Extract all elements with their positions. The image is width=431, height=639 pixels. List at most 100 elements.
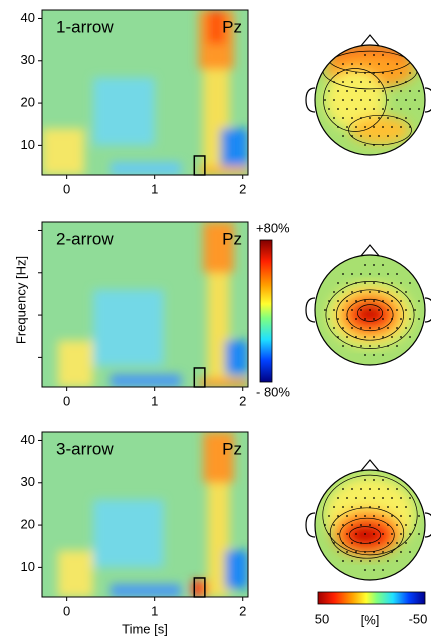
electrode [405, 327, 407, 329]
electrode [391, 533, 393, 535]
topomap [305, 459, 431, 581]
electrode [373, 479, 375, 481]
electrode [364, 318, 366, 320]
electrode [342, 542, 344, 544]
topomap-region [358, 305, 382, 321]
electrode [373, 336, 375, 338]
electrode [373, 551, 375, 553]
electrode [391, 336, 393, 338]
heatmap-region [57, 340, 94, 387]
topomap-fill [315, 255, 425, 365]
electrode [400, 90, 402, 92]
electrode [369, 135, 371, 137]
electrode [346, 533, 348, 535]
x-tick-label: 2 [239, 181, 246, 196]
electrode [333, 309, 335, 311]
electrode [373, 126, 375, 128]
electrode [382, 318, 384, 320]
topomap-fill [315, 470, 425, 580]
electrode [351, 63, 353, 65]
electrode [391, 108, 393, 110]
electrode [328, 533, 330, 535]
electrode [364, 144, 366, 146]
electrode [387, 488, 389, 490]
electrode [342, 273, 344, 275]
electrode [409, 282, 411, 284]
electrode [360, 506, 362, 508]
electrode [337, 515, 339, 517]
nose [359, 244, 381, 258]
panel-label: 2-arrow [56, 229, 114, 248]
electrode [391, 282, 393, 284]
topomap-blobs [328, 283, 412, 347]
electrode [400, 515, 402, 517]
electrode [396, 542, 398, 544]
electrode [382, 264, 384, 266]
panel-label: 3-arrow [56, 439, 114, 458]
electrode [360, 327, 362, 329]
electrode [391, 300, 393, 302]
electrode [382, 354, 384, 356]
electrode [360, 560, 362, 562]
electrode [355, 282, 357, 284]
y-tick-label: 30 [21, 52, 35, 67]
x-tick-label: 2 [239, 603, 246, 618]
electrode [400, 126, 402, 128]
heatmap-blobs [42, 10, 248, 175]
electrode [333, 99, 335, 101]
electrode [360, 345, 362, 347]
electrode [382, 497, 384, 499]
electrode [360, 63, 362, 65]
electrode [396, 81, 398, 83]
electrode [387, 309, 389, 311]
electrode [373, 108, 375, 110]
electrode [355, 126, 357, 128]
electrode [418, 533, 420, 535]
heatmap-region [93, 499, 164, 568]
electrode [346, 318, 348, 320]
topomap-region [350, 527, 380, 543]
electrode [351, 560, 353, 562]
electrode [418, 90, 420, 92]
electrode [382, 108, 384, 110]
electrode [333, 117, 335, 119]
topomap [305, 34, 431, 156]
electrode [400, 318, 402, 320]
electrode [369, 117, 371, 119]
ear [424, 87, 431, 113]
electrode [382, 126, 384, 128]
electrode [346, 300, 348, 302]
electrode [342, 506, 344, 508]
electrode [355, 90, 357, 92]
electrode [396, 63, 398, 65]
electrode [369, 488, 371, 490]
electrode [378, 135, 380, 137]
electrode [337, 108, 339, 110]
electrode [405, 291, 407, 293]
electrode [387, 117, 389, 119]
y-axis-label: Frequency [Hz] [13, 256, 28, 344]
y-tick-label: 10 [21, 559, 35, 574]
electrode [360, 117, 362, 119]
electrode [355, 497, 357, 499]
electrode [396, 506, 398, 508]
electrode [396, 135, 398, 137]
electrode [405, 81, 407, 83]
y-tick-label: 20 [21, 95, 35, 110]
electrode [387, 135, 389, 137]
electrode [382, 551, 384, 553]
electrode [373, 569, 375, 571]
head-outline [314, 469, 426, 581]
electrode [373, 354, 375, 356]
ear [424, 512, 431, 538]
electrode [405, 309, 407, 311]
electrode [391, 551, 393, 553]
electrode [387, 327, 389, 329]
heatmap [42, 222, 248, 387]
electrode [373, 533, 375, 535]
electrode [382, 336, 384, 338]
electrode [333, 291, 335, 293]
electrode [369, 524, 371, 526]
electrode [373, 515, 375, 517]
electrode [396, 560, 398, 562]
